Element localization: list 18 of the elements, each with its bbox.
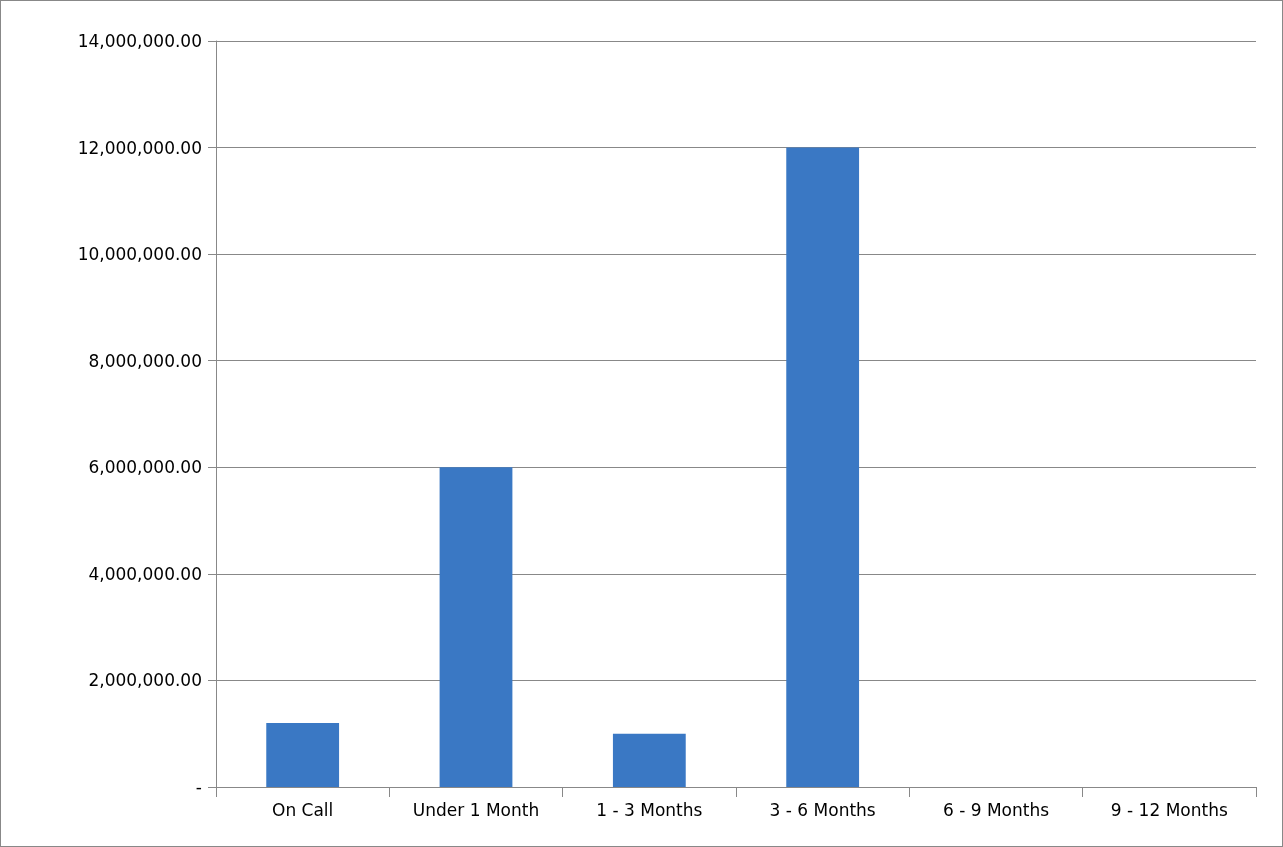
bar [266, 723, 340, 787]
y-tick-label: 8,000,000.00 [88, 350, 202, 371]
y-tick-label: 10,000,000.00 [77, 244, 202, 265]
x-tick-label: 1 - 3 Months [596, 799, 703, 820]
y-tick-label: 12,000,000.00 [77, 137, 202, 158]
x-tick-label: 3 - 6 Months [769, 799, 876, 820]
y-tick-label: 6,000,000.00 [88, 457, 202, 478]
y-tick-label: 4,000,000.00 [88, 563, 202, 584]
x-tick-label: On Call [272, 799, 334, 820]
bar [786, 147, 860, 787]
x-tick-label: 6 - 9 Months [942, 799, 1050, 820]
bar [612, 733, 686, 787]
y-tick-label: - [195, 777, 202, 797]
y-tick-label: 14,000,000.00 [77, 31, 202, 51]
x-tick-label: 9 - 12 Months [1110, 799, 1228, 820]
y-tick-label: 2,000,000.00 [88, 670, 202, 691]
x-tick-label: Under 1 Month [412, 799, 540, 820]
bar [439, 467, 513, 787]
